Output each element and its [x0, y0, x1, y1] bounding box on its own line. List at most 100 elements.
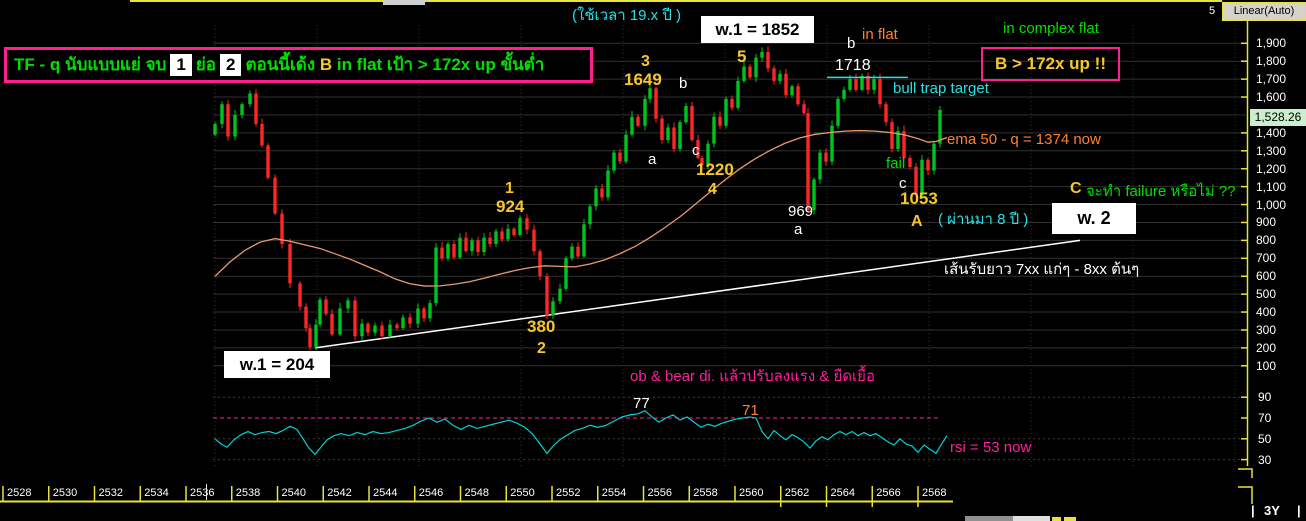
- note-mid2: ตอนนี้เด้ง: [245, 55, 316, 74]
- annotation-b-target-box: B > 172x up !!: [981, 47, 1120, 81]
- price-tick-800: 800: [1256, 233, 1277, 248]
- last-price-badge: 1,528.26: [1250, 109, 1306, 126]
- annotation-duration-note: (ใช้เวลา 19.x ปี ): [572, 7, 682, 24]
- annotation-support-note: เส้นรับยาว 7xx แก่ๆ - 8xx ต้นๆ: [944, 261, 1140, 278]
- rsi-tick-70: 70: [1258, 411, 1272, 425]
- price-tick-500: 500: [1256, 287, 1277, 302]
- annotation-level-1649: 1649: [624, 70, 662, 89]
- price-tick-100: 100: [1256, 358, 1277, 373]
- annotation-b-top: b: [847, 35, 856, 52]
- annotation-b-mid: b: [679, 75, 688, 92]
- year-tick-2546: 2546: [418, 487, 444, 499]
- price-tick-700: 700: [1256, 251, 1277, 266]
- annotation-years-note: ( ผ่านมา 8 ปี ): [938, 211, 1029, 228]
- annotation-in-complex-flat: in complex flat: [1003, 20, 1099, 37]
- annotation-level-380: 380: [527, 317, 556, 336]
- price-tick-1900: 1,900: [1256, 36, 1287, 51]
- annotation-w1-top-label: w.1 = 1852: [701, 16, 814, 43]
- year-tick-2560: 2560: [739, 487, 764, 499]
- bottom-toolbar-fragment-1: [1052, 517, 1061, 521]
- year-tick-2566: 2566: [876, 487, 901, 499]
- annotation-w2-label: w. 2: [1052, 203, 1136, 234]
- annotation-rsi-peak-71: 71: [742, 402, 759, 419]
- annotation-wave-3: 3: [641, 53, 650, 70]
- annotation-c-low: c: [899, 175, 907, 192]
- year-tick-2568: 2568: [922, 487, 947, 499]
- price-tick-300: 300: [1256, 322, 1277, 337]
- annotation-c-question-c: C: [1070, 180, 1082, 197]
- price-tick-600: 600: [1256, 269, 1277, 284]
- year-tick-2538: 2538: [235, 487, 261, 499]
- rsi-tick-90: 90: [1258, 390, 1272, 405]
- year-tick-2548: 2548: [464, 487, 489, 499]
- bottom-toolbar-fragment-2: [1064, 517, 1076, 521]
- footer-separator-right: |: [1297, 503, 1301, 518]
- annotation-a-mid: a: [648, 151, 657, 168]
- annotation-wave-1: 1: [505, 180, 514, 197]
- note-mid1: ย่อ: [195, 55, 216, 74]
- year-tick-2530: 2530: [52, 487, 78, 499]
- annotation-level-924: 924: [496, 197, 525, 216]
- note-b: B: [319, 55, 333, 74]
- price-tick-900: 900: [1256, 215, 1277, 230]
- annotation-rsi-peak-77: 77: [633, 395, 650, 412]
- year-tick-2556: 2556: [647, 487, 672, 499]
- year-tick-2532: 2532: [98, 487, 123, 499]
- year-tick-2554: 2554: [601, 487, 627, 499]
- annotation-bull-trap: bull trap target: [893, 80, 989, 97]
- note-suffix: in flat เป้า > 172x up ขั้นต่ำ: [336, 55, 545, 74]
- bottom-scrollbar-thumb[interactable]: [1013, 516, 1050, 521]
- year-tick-2528: 2528: [7, 487, 32, 499]
- year-tick-2550: 2550: [510, 487, 535, 499]
- annotation-c-mid: c: [692, 142, 700, 159]
- annotation-level-1718: 1718: [835, 57, 871, 74]
- price-tick-200: 200: [1256, 340, 1277, 355]
- annotation-fail-label: fail: [886, 155, 906, 172]
- annotation-wave-A: A: [911, 213, 923, 230]
- year-tick-2562: 2562: [784, 487, 810, 499]
- price-tick-1800: 1,800: [1256, 54, 1287, 69]
- price-tick-1000: 1,000: [1256, 197, 1287, 212]
- annotation-level-1053: 1053: [900, 189, 938, 208]
- annotation-level-1220: 1220: [696, 160, 734, 179]
- note-prefix: TF - q นับแบบแย่ จบ: [14, 55, 167, 74]
- axis-cursor-tick: [206, 484, 207, 500]
- price-tick-1300: 1,300: [1256, 143, 1287, 158]
- annotation-ema-label: ema 50 - q = 1374 now: [947, 131, 1101, 148]
- annotation-wave-2: 2: [537, 340, 546, 357]
- annotation-wave-5: 5: [737, 47, 747, 66]
- annotation-rsi-note: ob & bear di. แล้วปรับลงแรง & ยืดเยื้อ: [630, 368, 875, 385]
- bottom-scrollbar-fragment[interactable]: [965, 516, 1013, 521]
- annotation-w1-low-label: w.1 = 204: [224, 351, 330, 378]
- year-tick-2542: 2542: [327, 487, 352, 499]
- top-notch: [383, 0, 425, 5]
- annotation-wave-4: 4: [708, 181, 717, 198]
- price-tick-1400: 1,400: [1256, 125, 1287, 140]
- linear-auto-button[interactable]: Linear(Auto): [1222, 2, 1306, 21]
- footer-separator-left: |: [1251, 503, 1255, 518]
- year-tick-2534: 2534: [144, 487, 169, 499]
- year-tick-2564: 2564: [830, 487, 855, 499]
- analysis-note-box[interactable]: TF - q นับแบบแย่ จบ 1 ย่อ 2 ตอนนี้เด้ง B in …: [4, 47, 593, 83]
- price-tick-1100: 1,100: [1256, 179, 1287, 194]
- annotation-rsi-now: rsi = 53 now: [950, 439, 1032, 456]
- year-tick-2558: 2558: [693, 487, 718, 499]
- rsi-tick-30: 30: [1258, 452, 1272, 467]
- top-border-line: [130, 0, 1222, 2]
- year-tick-2544: 2544: [373, 487, 398, 499]
- note-num2-badge: 2: [219, 54, 242, 76]
- annotation-in-flat: in flat: [862, 26, 898, 43]
- note-num1-badge: 1: [170, 54, 192, 76]
- year-tick-2540: 2540: [281, 487, 306, 499]
- rsi-tick-50: 50: [1258, 431, 1272, 446]
- price-tick-1200: 1,200: [1256, 161, 1287, 176]
- price-tick-1700: 1,700: [1256, 72, 1287, 87]
- year-tick-2536: 2536: [190, 487, 215, 499]
- annotation-c-question: จะทำ failure หรือไม่ ??: [1086, 183, 1236, 200]
- range-selector-3y[interactable]: 3Y: [1264, 503, 1280, 518]
- annotation-level-969: 969: [788, 203, 814, 220]
- toolbar-partial-text: 5: [1209, 5, 1216, 17]
- year-tick-2552: 2552: [556, 487, 581, 499]
